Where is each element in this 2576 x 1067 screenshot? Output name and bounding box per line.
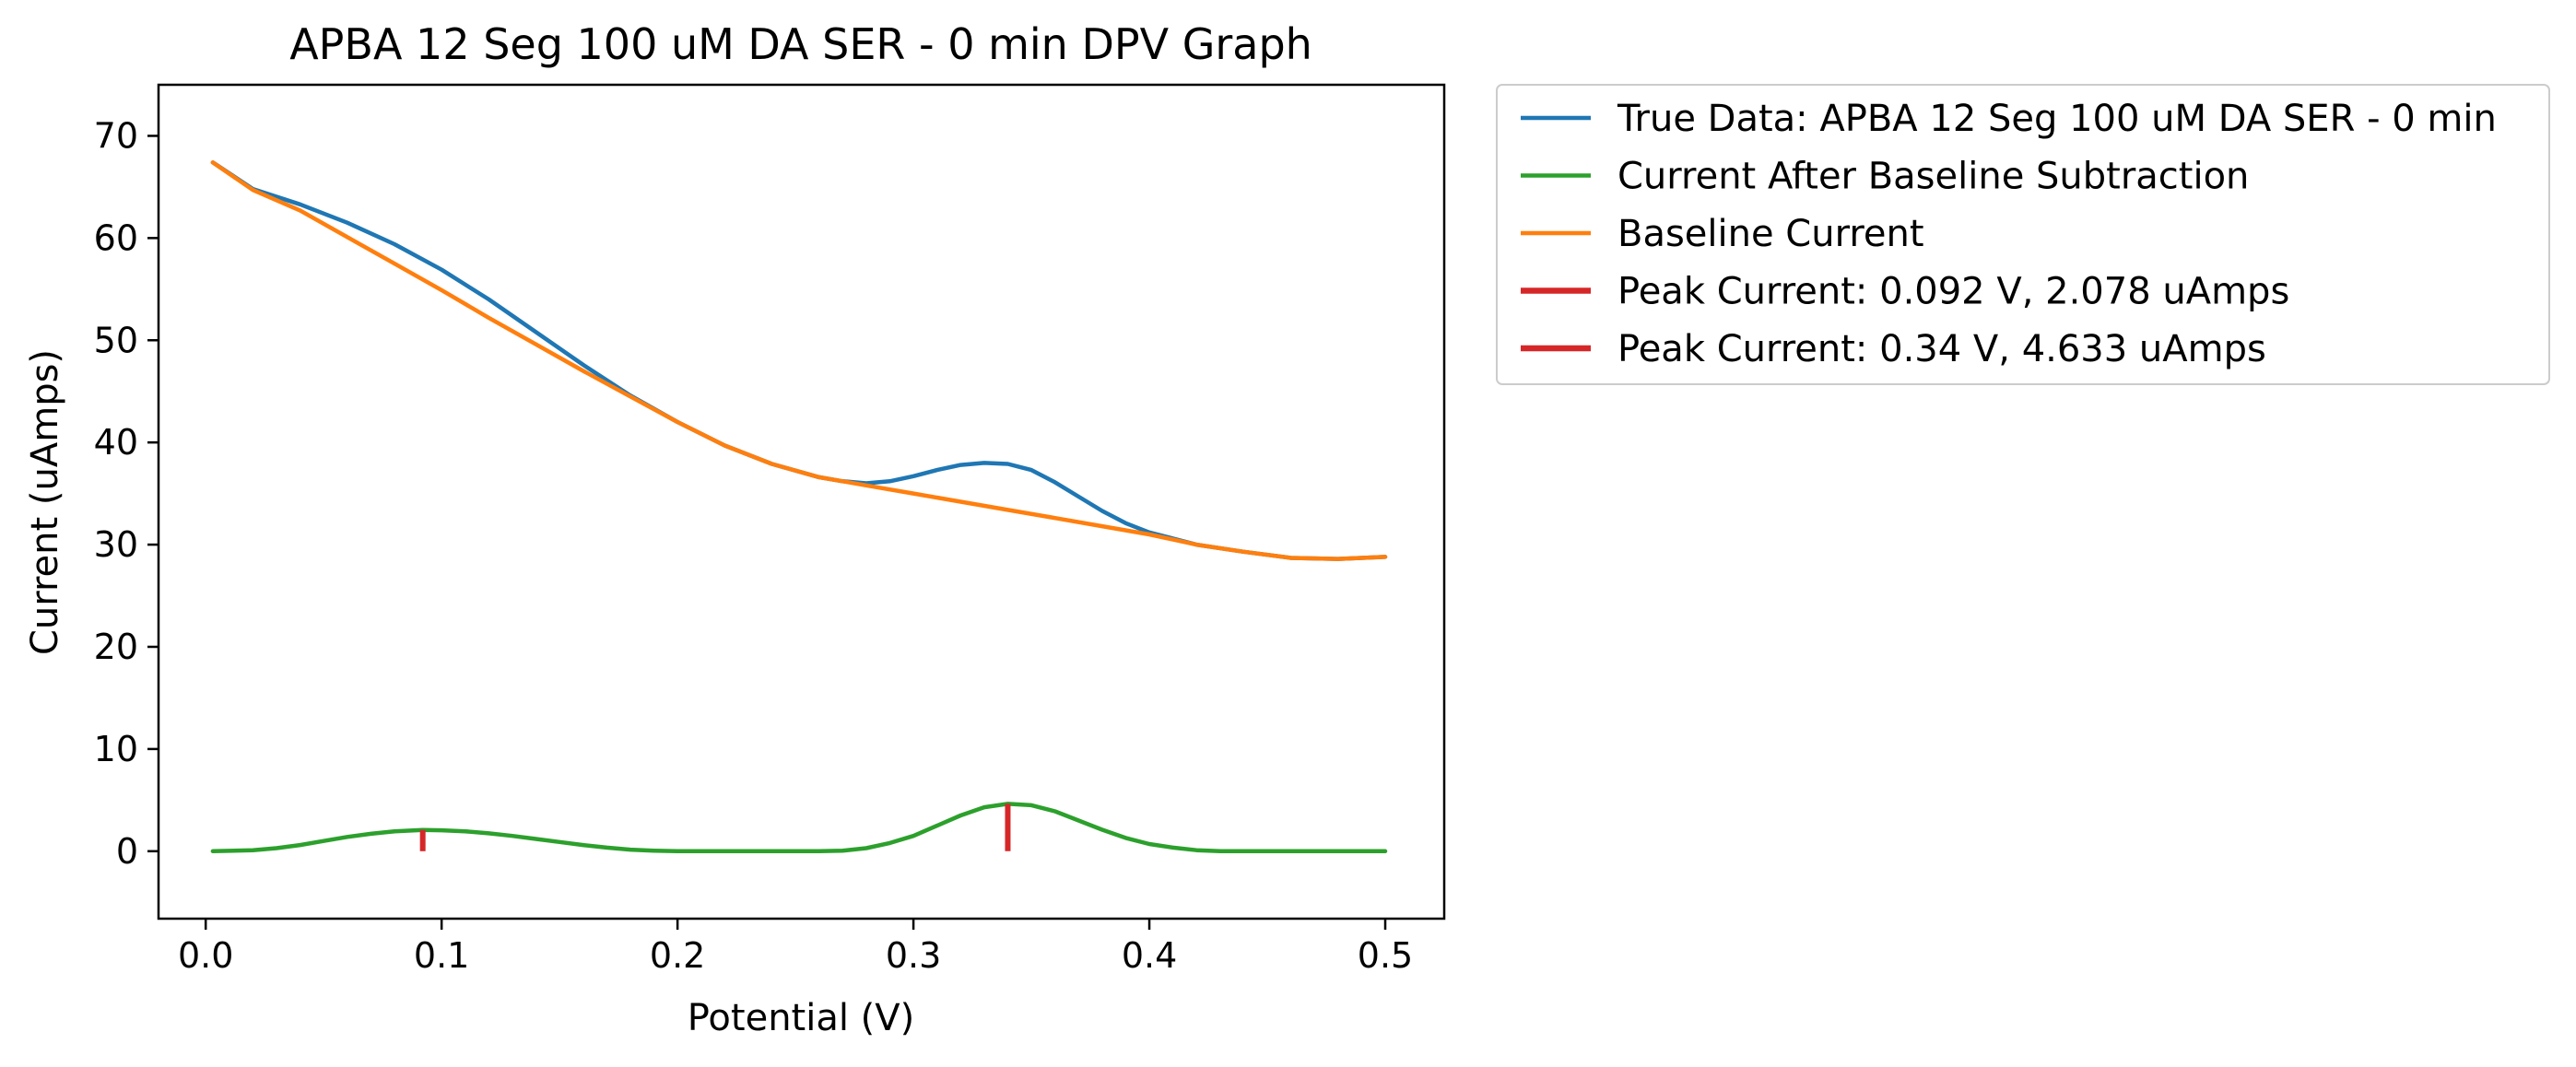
legend-label-2: Baseline Current (1617, 213, 1924, 255)
chart-title: APBA 12 Seg 100 uM DA SER - 0 min DPV Gr… (289, 19, 1312, 69)
y-axis-label: Current (uAmps) (24, 349, 66, 655)
legend: True Data: APBA 12 Seg 100 uM DA SER - 0… (1496, 84, 2550, 385)
series-line-0 (210, 160, 1388, 561)
y-tick-label: 50 (94, 320, 138, 360)
series-line-2 (210, 160, 1388, 561)
legend-entries: True Data: APBA 12 Seg 100 uM DA SER - 0… (1521, 98, 2497, 370)
x-tick-label: 0.0 (178, 935, 233, 976)
legend-label-0: True Data: APBA 12 Seg 100 uM DA SER - 0… (1617, 98, 2497, 140)
x-tick-label: 0.4 (1122, 935, 1177, 976)
x-axis-label: Potential (V) (688, 997, 915, 1039)
x-tick-label: 0.3 (886, 935, 941, 976)
y-tick-label: 70 (94, 115, 138, 156)
y-tick-label: 40 (94, 422, 138, 463)
y-tick-label: 0 (116, 831, 138, 872)
y-tick-label: 10 (94, 729, 138, 769)
x-tick-label: 0.2 (650, 935, 705, 976)
x-tick-label: 0.1 (414, 935, 469, 976)
legend-label-3: Peak Current: 0.092 V, 2.078 uAmps (1617, 271, 2289, 313)
legend-label-4: Peak Current: 0.34 V, 4.633 uAmps (1617, 328, 2266, 370)
series-line-1 (210, 802, 1388, 854)
legend-frame (1496, 84, 2550, 385)
y-tick-label: 30 (94, 524, 138, 565)
x-axis-ticks: 0.0 0.1 0.2 0.3 0.4 0.5 (178, 919, 1413, 976)
legend-label-1: Current After Baseline Subtraction (1617, 156, 2249, 198)
series-layer (210, 160, 1388, 854)
y-tick-label: 60 (94, 217, 138, 258)
peak-marker-layer (419, 803, 1011, 851)
x-tick-label: 0.5 (1358, 935, 1413, 976)
y-tick-label: 20 (94, 627, 138, 667)
plot-area-frame (157, 83, 1446, 920)
y-axis-ticks: 0 10 20 30 40 50 60 70 (94, 115, 159, 872)
